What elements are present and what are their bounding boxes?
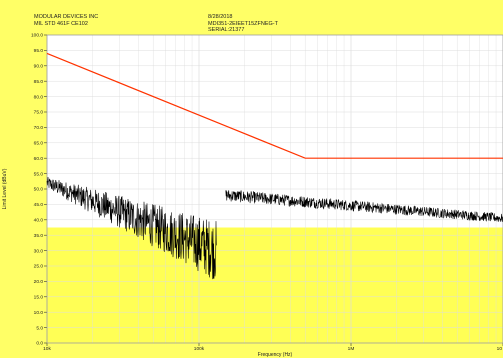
header-left: MODULAR DEVICES INC MIL STD 461F CE102: [34, 14, 98, 27]
y-tick-label: 10.0: [34, 310, 44, 316]
y-tick-label: 15.0: [34, 295, 44, 301]
y-tick-label: 40.0: [34, 218, 44, 224]
y-tick-label: 5.0: [36, 325, 43, 331]
serial-number: SERIAL:21377: [208, 27, 245, 33]
series-layer: [46, 52, 503, 280]
x-tick-label: 1M: [348, 346, 355, 352]
measurement-trace: [46, 176, 217, 280]
x-tick-label: 10k: [43, 346, 51, 352]
y-tick-label: 70.0: [34, 125, 44, 131]
plot-border: [46, 34, 503, 344]
y-tick-label: 55.0: [34, 171, 44, 177]
model-number: MDI351-2EIEET15ZFNEG-T: [208, 20, 278, 27]
plot-lower-band: [47, 227, 503, 343]
y-tick-label: 45.0: [34, 202, 44, 208]
x-tick-label: 10: [497, 346, 503, 352]
y-tick-label: 60.0: [34, 156, 44, 162]
y-tick-label: 95.0: [34, 48, 44, 54]
y-tick-label: 100.0: [31, 33, 43, 39]
y-tick-label: 75.0: [34, 110, 44, 116]
company-name: MODULAR DEVICES INC: [34, 14, 99, 20]
y-axis-label: Limit Level (dBuV): [2, 168, 8, 209]
y-tick-label: 30.0: [34, 248, 44, 254]
y-tick-label: 90.0: [34, 64, 44, 70]
test-standard: MIL STD 461F CE102: [34, 20, 88, 27]
y-tick-label: 85.0: [34, 79, 44, 85]
y-tick-label: 65.0: [34, 141, 44, 147]
header-middle: 8/28/2018 MDI351-2EIEET15ZFNEG-T SERIAL:…: [208, 14, 278, 34]
x-axis-label: Frequency (Hz): [258, 352, 293, 358]
measurement-trace: [225, 190, 503, 223]
test-date: 8/28/2018: [208, 14, 233, 20]
y-tick-label: 20.0: [34, 279, 44, 285]
limit-line: [46, 52, 503, 159]
y-tick-label: 35.0: [34, 233, 44, 239]
y-tick-label: 80.0: [34, 94, 44, 100]
y-tick-label: 0.0: [36, 341, 43, 347]
y-tick-label: 25.0: [34, 264, 44, 270]
x-axis-ticks: 10k 100k 1M 10: [43, 343, 503, 352]
x-tick-label: 100k: [194, 346, 205, 352]
y-axis-ticks: 0.0 5.0 10.0 15.0 20.0 25.0 30.0 35.0 40.0 45.0 50…: [31, 33, 47, 347]
y-tick-label: 50.0: [34, 187, 44, 193]
